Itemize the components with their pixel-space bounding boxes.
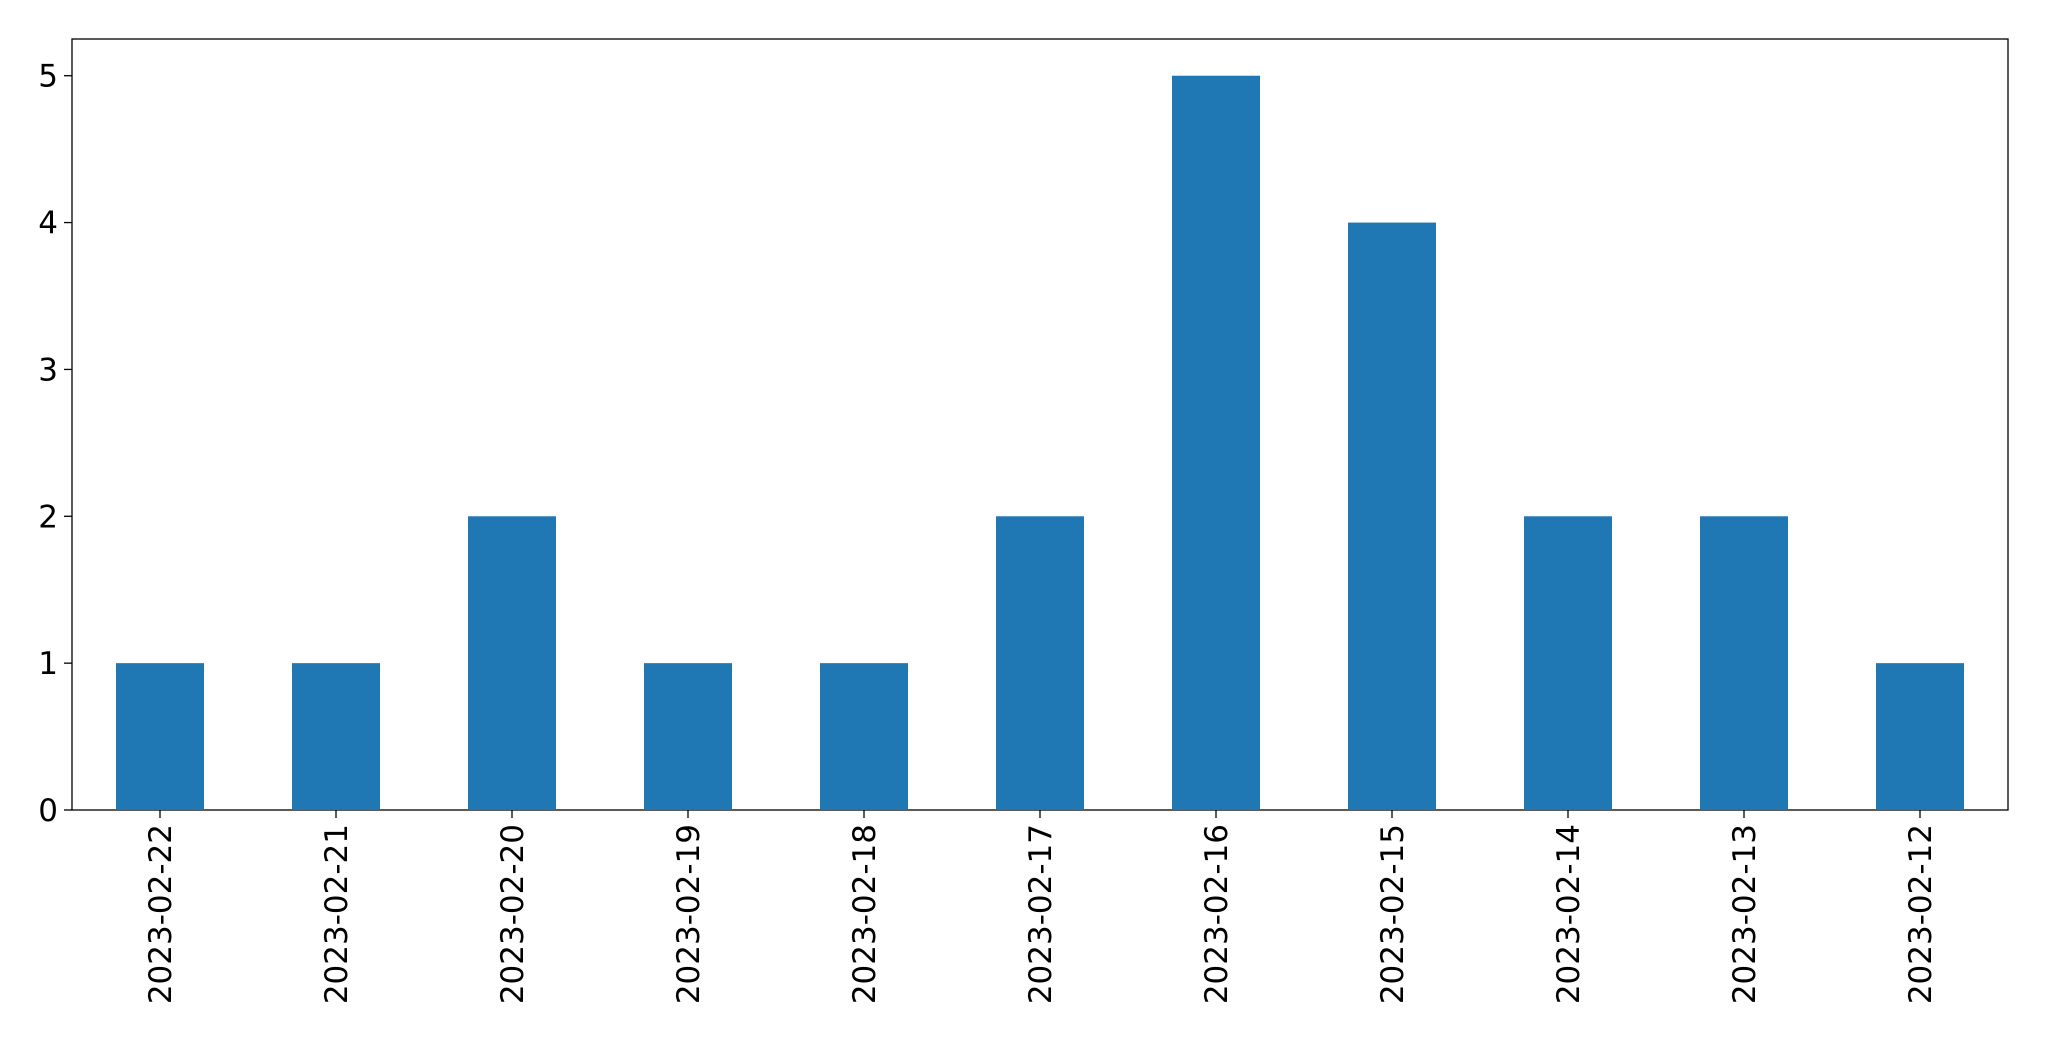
bar [1172, 75, 1260, 810]
bar [996, 516, 1084, 810]
x-tick-label: 2023-02-19 [671, 824, 707, 1004]
bar [1876, 663, 1964, 810]
x-tick-label: 2023-02-16 [1199, 824, 1235, 1004]
bar [1524, 516, 1612, 810]
bar [820, 663, 908, 810]
x-tick-label: 2023-02-15 [1375, 824, 1411, 1004]
y-tick-label: 3 [38, 352, 58, 388]
x-tick-label: 2023-02-18 [847, 824, 883, 1004]
bar [292, 663, 380, 810]
bar [1348, 222, 1436, 811]
y-tick-label: 4 [38, 206, 58, 242]
bar [116, 663, 204, 810]
y-tick-label: 5 [38, 59, 58, 95]
y-tick-label: 2 [38, 499, 58, 535]
x-tick-label: 2023-02-21 [319, 824, 355, 1004]
x-tick-label: 2023-02-22 [143, 824, 179, 1004]
bar [644, 663, 732, 810]
bar [1700, 516, 1788, 810]
x-tick-label: 2023-02-17 [1023, 824, 1059, 1004]
x-tick-label: 2023-02-13 [1727, 824, 1763, 1004]
x-tick-label: 2023-02-20 [495, 824, 531, 1004]
y-tick-label: 0 [38, 793, 58, 829]
bar [468, 516, 556, 810]
x-tick-label: 2023-02-12 [1903, 824, 1939, 1004]
y-tick-label: 1 [38, 646, 58, 682]
x-tick-label: 2023-02-14 [1551, 824, 1587, 1004]
